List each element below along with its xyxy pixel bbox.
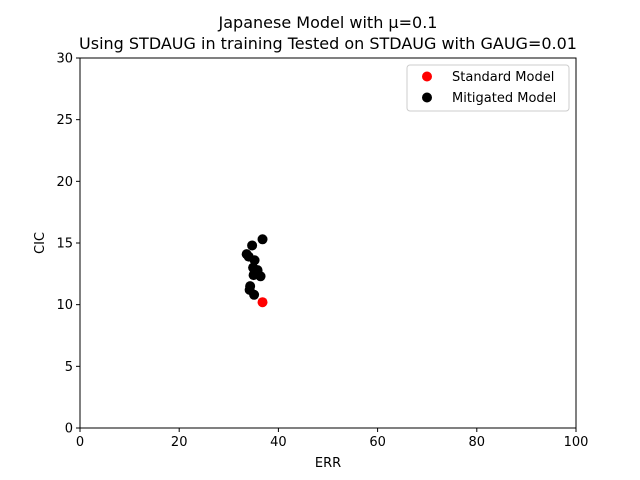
legend-label-standard-model: Standard Model bbox=[452, 70, 554, 85]
y-tick-label: 0 bbox=[65, 422, 73, 437]
y-tick-label: 25 bbox=[56, 113, 73, 128]
point-standard-model bbox=[257, 297, 268, 308]
y-tick-label: 10 bbox=[56, 298, 73, 313]
chart-subtitle: Using STDAUG in training Tested on STDAU… bbox=[79, 34, 577, 53]
x-tick-label: 80 bbox=[469, 435, 486, 450]
legend-marker-standard-model bbox=[422, 71, 432, 82]
y-axis-ticks: 0 5 10 15 20 25 30 bbox=[56, 52, 80, 437]
y-axis-label: CIC bbox=[33, 232, 48, 254]
point-mitigated-model bbox=[249, 255, 260, 266]
x-tick-label: 0 bbox=[76, 435, 84, 450]
point-mitigated-model bbox=[257, 234, 268, 245]
legend-label-mitigated-model: Mitigated Model bbox=[452, 91, 556, 106]
chart-title: Japanese Model with μ=0.1 bbox=[218, 13, 438, 32]
y-tick-label: 20 bbox=[56, 175, 73, 190]
legend: Standard Model Mitigated Model bbox=[406, 64, 570, 112]
plot-frame bbox=[79, 57, 577, 429]
x-axis-ticks: 0 20 40 60 80 100 bbox=[76, 428, 589, 450]
y-tick-label: 30 bbox=[56, 52, 73, 67]
legend-box bbox=[406, 64, 570, 112]
x-tick-label: 60 bbox=[369, 435, 386, 450]
y-tick-label: 5 bbox=[65, 360, 73, 375]
x-tick-label: 20 bbox=[171, 435, 188, 450]
x-tick-label: 40 bbox=[270, 435, 287, 450]
data-points bbox=[241, 234, 268, 308]
point-mitigated-model bbox=[255, 271, 266, 282]
x-tick-label: 100 bbox=[564, 435, 589, 450]
legend-marker-mitigated-model bbox=[422, 92, 432, 103]
x-axis-label: ERR bbox=[315, 456, 341, 471]
point-mitigated-model bbox=[247, 240, 258, 251]
y-tick-label: 15 bbox=[56, 237, 73, 252]
point-mitigated-model bbox=[249, 289, 260, 300]
